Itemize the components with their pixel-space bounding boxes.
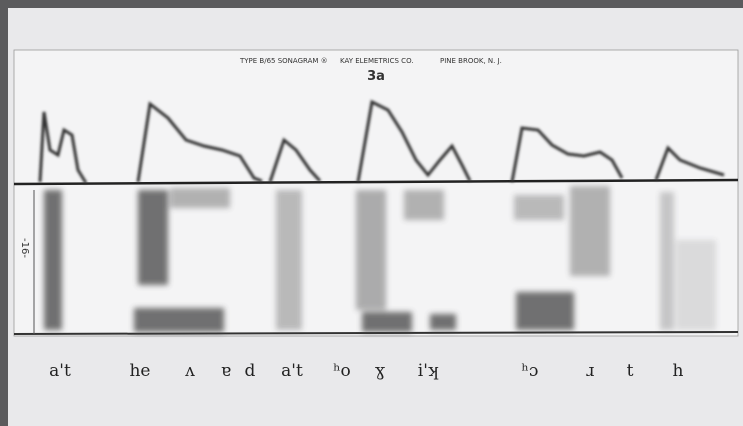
- header-middle: KAY ELEMETRICS CO.: [340, 57, 414, 65]
- header-left: TYPE B/65 SONAGRAM ®: [239, 57, 328, 65]
- figure-label: 3a: [367, 69, 385, 84]
- side-label: -16-: [19, 238, 30, 258]
- amplitude-traces: [38, 99, 725, 184]
- phonetic-symbol: d: [245, 361, 256, 381]
- phonetic-symbol: ʌ: [184, 361, 195, 381]
- phonetic-symbol: i'ʞ: [418, 361, 439, 381]
- phonetic-symbol: ɣ: [375, 361, 385, 381]
- phonetic-symbol: a't: [281, 361, 303, 381]
- phonetic-symbol: a't: [49, 361, 71, 381]
- phonetic-symbol: he: [129, 361, 150, 381]
- phonetic-symbol: t: [627, 361, 634, 381]
- phonetic-symbol: h: [673, 361, 684, 381]
- phonetic-symbol: ɐ: [221, 361, 231, 381]
- spectrogram-marks: [44, 186, 716, 332]
- header-right: PINE BROOK, N. J.: [440, 57, 502, 65]
- baseline: [13, 178, 739, 186]
- bottom-line: [13, 331, 739, 335]
- phonetic-symbol: ʰɔ: [522, 361, 539, 381]
- phonetic-symbol: ɹ: [586, 361, 595, 381]
- phonetic-symbol: ʰo: [333, 361, 351, 381]
- transcription: a't he ʌ ɐ d a't ʰo ɣ i'ʞ ʰɔ ɹ t h: [49, 361, 683, 381]
